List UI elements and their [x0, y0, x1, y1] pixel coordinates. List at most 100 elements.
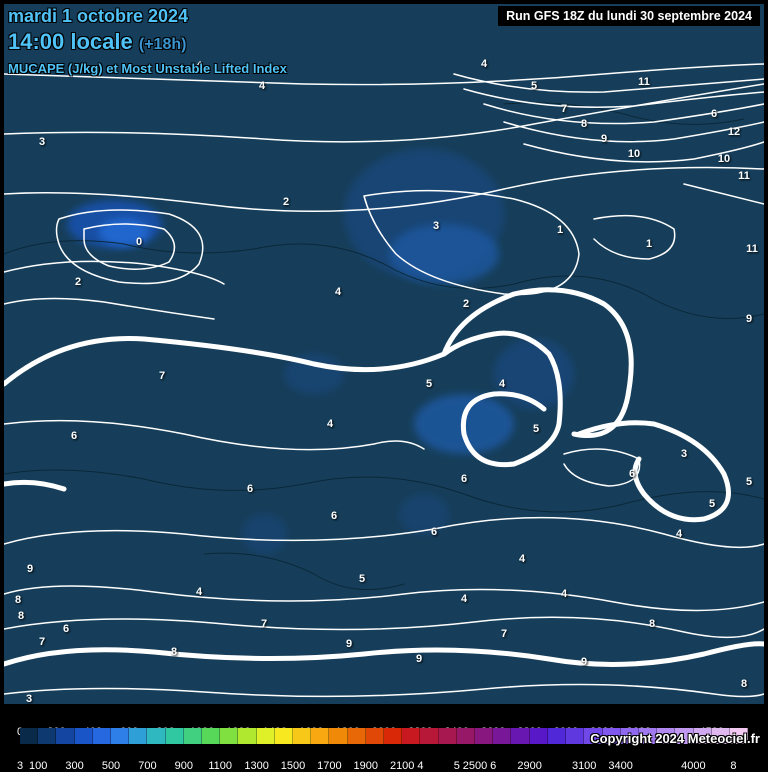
- contour-value-label: 6: [63, 623, 69, 635]
- legend-swatch: [348, 728, 366, 744]
- contour-value-label: 9: [416, 653, 422, 665]
- contour-line: [504, 122, 764, 142]
- legend-tick-label: 3100: [572, 760, 596, 772]
- legend-swatch: [75, 728, 93, 744]
- contour-overlay-svg: [4, 4, 764, 704]
- contour-value-label: 4: [561, 588, 567, 600]
- legend-tick-label: 6: [490, 760, 496, 772]
- contour-value-label: 1: [646, 238, 652, 250]
- contour-line: [4, 421, 424, 450]
- contour-value-label: 9: [746, 313, 752, 325]
- contour-value-label: 5: [746, 476, 752, 488]
- contour-line: [4, 168, 764, 212]
- contour-value-label: 7: [261, 618, 267, 630]
- legend-swatch: [402, 728, 420, 744]
- legend-swatch: [475, 728, 493, 744]
- contour-line: [684, 184, 764, 204]
- legend-swatch: [20, 728, 38, 744]
- legend-swatch: [457, 728, 475, 744]
- contour-line: [4, 518, 764, 548]
- copyright-text: Copyright 2024 Meteociel.fr: [590, 731, 760, 746]
- legend-tick-label: 1700: [317, 760, 341, 772]
- contour-value-label: 4: [481, 58, 487, 70]
- contour-line: [4, 685, 764, 697]
- contour-value-label: 3: [433, 220, 439, 232]
- contour-line: [594, 216, 675, 259]
- contour-value-label: 11: [746, 243, 758, 255]
- contour-line: [364, 191, 579, 295]
- legend-tick-label: 2100: [390, 760, 414, 772]
- contour-value-label: 5: [533, 423, 539, 435]
- contour-value-label: 11: [738, 170, 750, 182]
- contour-line: [4, 586, 764, 611]
- contour-value-label: 6: [331, 510, 337, 522]
- contour-value-label: 1: [557, 224, 563, 236]
- contour-value-label: 4: [461, 593, 467, 605]
- legend-tick-label: 1300: [244, 760, 268, 772]
- contour-value-label: 2: [75, 276, 81, 288]
- contour-value-label: 4: [519, 553, 525, 565]
- contour-value-label: 6: [71, 430, 77, 442]
- contour-line: [204, 553, 404, 589]
- legend-swatch: [384, 728, 402, 744]
- contour-line: [4, 644, 764, 665]
- legend-tick-label: 3400: [608, 760, 632, 772]
- contour-value-label: 9: [581, 656, 587, 668]
- contour-value-label: 6: [247, 483, 253, 495]
- contour-line: [4, 470, 764, 512]
- variable-title: MUCAPE (J/kg) et Most Unstable Lifted In…: [8, 61, 287, 76]
- contour-value-label: 12: [728, 126, 740, 138]
- contour-line: [4, 241, 764, 319]
- contour-value-label: 2: [463, 298, 469, 310]
- forecast-time: 14:00 locale (+18h): [8, 29, 287, 55]
- contour-line: [4, 84, 764, 142]
- legend-tick-label: 4000: [681, 760, 705, 772]
- legend-swatch: [548, 728, 566, 744]
- time-value: 14:00 locale: [8, 29, 133, 54]
- contour-value-label: 9: [346, 638, 352, 650]
- legend-swatch: [511, 728, 529, 744]
- map-container: 3444578910116121111910022314215445766366…: [0, 0, 768, 768]
- legend-swatch: [275, 728, 293, 744]
- legend-swatch: [257, 728, 275, 744]
- contour-value-label: 4: [196, 586, 202, 598]
- legend-tick-label: 8: [730, 760, 736, 772]
- contour-value-label: 9: [601, 133, 607, 145]
- header-block: mardi 1 octobre 2024 14:00 locale (+18h)…: [8, 6, 287, 76]
- contour-value-label: 8: [171, 646, 177, 658]
- legend-swatch: [129, 728, 147, 744]
- time-offset: (+18h): [139, 36, 187, 53]
- contour-value-label: 8: [15, 594, 21, 606]
- legend-swatch: [93, 728, 111, 744]
- legend-swatch: [38, 728, 56, 744]
- legend-tick-label: 2500: [463, 760, 487, 772]
- model-run-info: Run GFS 18Z du lundi 30 septembre 2024: [498, 6, 760, 26]
- thin-contours-group: [4, 64, 764, 697]
- legend-tick-label: 1100: [208, 760, 232, 772]
- contour-value-label: 10: [628, 148, 640, 160]
- contour-value-label: 6: [711, 108, 717, 120]
- contour-line: [4, 333, 560, 464]
- contour-value-label: 9: [27, 563, 33, 575]
- legend-tick-label: 2900: [517, 760, 541, 772]
- legend-swatch: [493, 728, 511, 744]
- contour-value-label: 4: [676, 528, 682, 540]
- contour-line: [4, 482, 64, 489]
- legend-tick-label: 1900: [354, 760, 378, 772]
- legend-swatch: [439, 728, 457, 744]
- contour-value-label: 5: [531, 80, 537, 92]
- contour-value-label: 7: [561, 103, 567, 115]
- contour-value-label: 11: [638, 76, 650, 88]
- legend-tick-label: 500: [102, 760, 120, 772]
- contour-value-label: 2: [283, 196, 289, 208]
- contour-line: [454, 74, 764, 92]
- contour-value-label: 8: [581, 118, 587, 130]
- legend-swatch: [147, 728, 165, 744]
- contour-value-label: 4: [259, 80, 265, 92]
- contour-value-label: 3: [39, 136, 45, 148]
- contour-value-label: 7: [501, 628, 507, 640]
- contour-value-label: 7: [39, 636, 45, 648]
- contour-value-label: 4: [499, 378, 505, 390]
- legend-tick-label: 700: [138, 760, 156, 772]
- legend-tick-label: 300: [65, 760, 83, 772]
